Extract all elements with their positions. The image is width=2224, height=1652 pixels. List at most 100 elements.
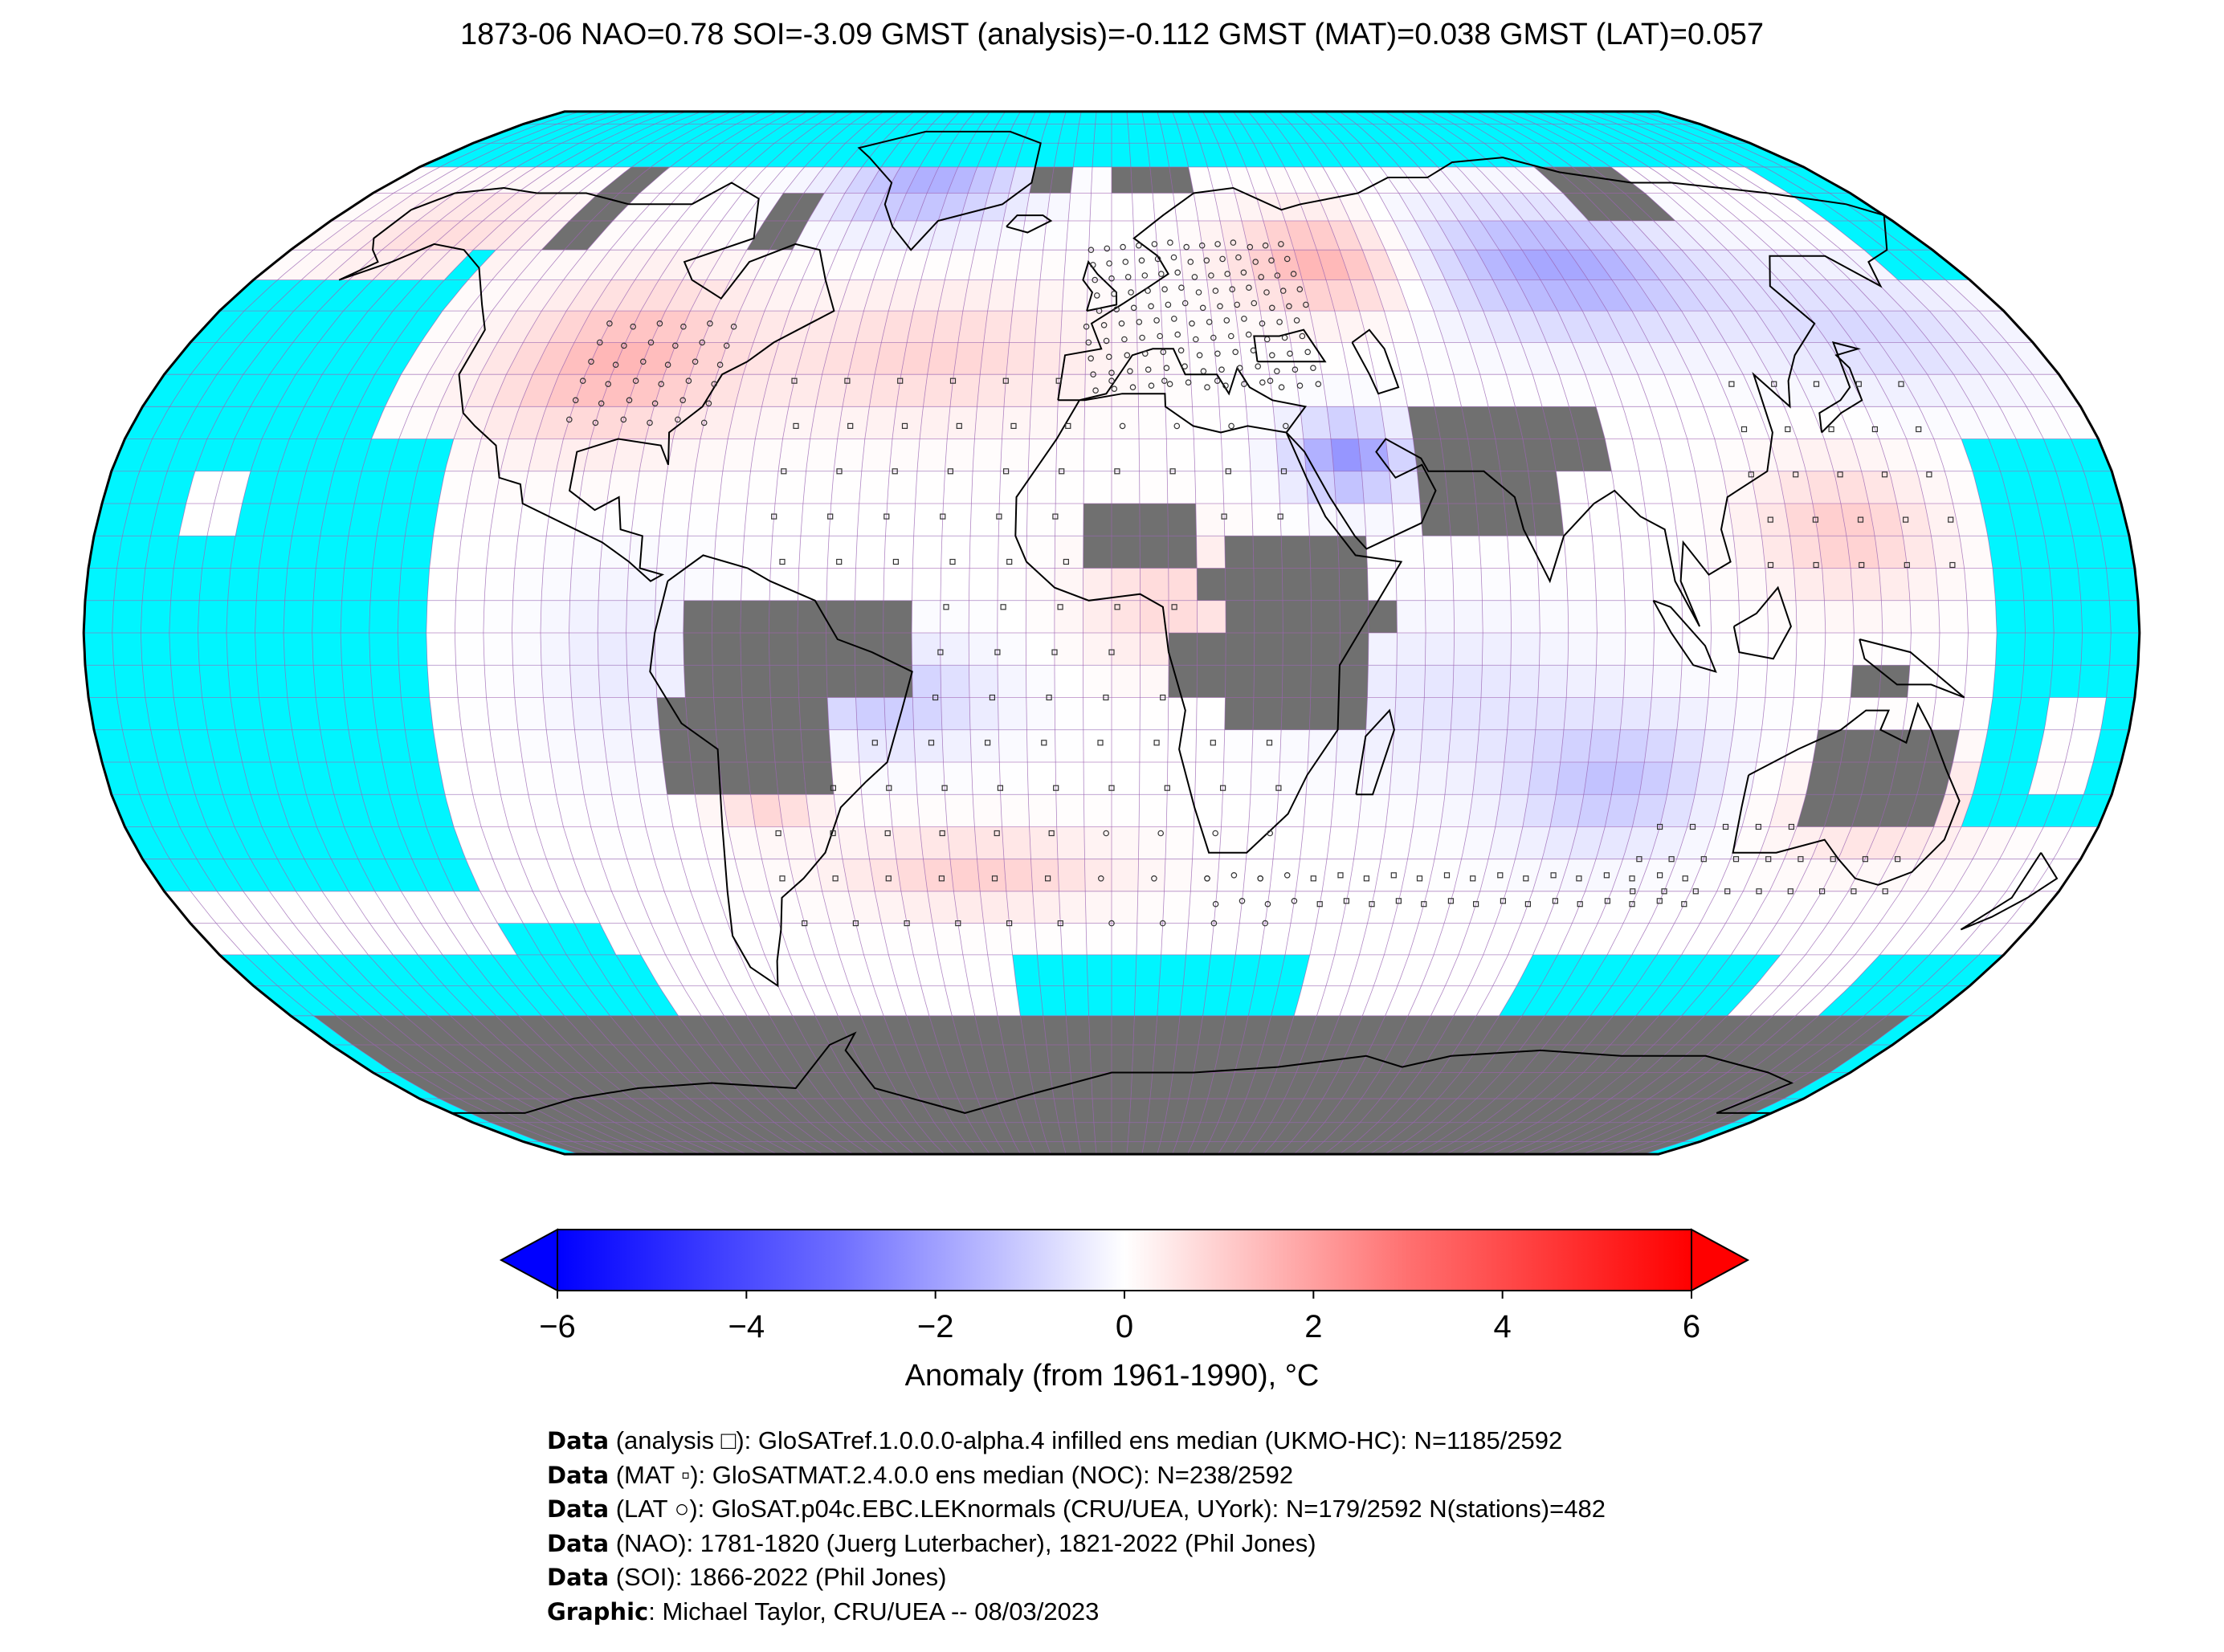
grid-cell	[1507, 536, 1538, 569]
lat-station-marker	[579, 377, 586, 385]
grid-cell	[677, 193, 722, 222]
grid-cell	[1165, 826, 1194, 859]
grid-cell	[1009, 166, 1035, 194]
lat-station-marker	[1118, 320, 1125, 327]
grid-cell	[1248, 1141, 1275, 1155]
grid-cell	[1853, 600, 1883, 633]
grid-cell	[444, 438, 482, 471]
lat-station-marker	[1251, 300, 1258, 307]
mat-obs-marker	[1219, 785, 1226, 791]
grid-cell	[1418, 166, 1461, 194]
mat-obs-marker	[1871, 426, 1878, 433]
grid-cell	[1584, 761, 1617, 795]
grid-cell	[606, 471, 639, 504]
grid-cell	[439, 374, 480, 407]
grid-cell	[1509, 665, 1540, 698]
credit-key: Data	[547, 1461, 610, 1489]
grid-cell	[685, 536, 716, 569]
lat-station-marker	[1139, 334, 1145, 341]
lat-station-marker	[1278, 384, 1285, 391]
new-zealand-coast	[1960, 852, 2059, 931]
lat-station-marker	[1291, 898, 1298, 904]
grid-cell	[186, 471, 223, 504]
grid-cell	[962, 954, 993, 986]
grid-cell	[762, 1072, 805, 1099]
grid-cell	[1248, 250, 1279, 280]
grid-cell	[769, 665, 799, 698]
grid-cell	[1552, 1141, 1602, 1155]
grid-cell	[1284, 311, 1316, 343]
mat-obs-marker	[956, 422, 962, 430]
grid-cell	[1573, 1099, 1631, 1123]
mat-obs-marker	[1657, 823, 1663, 830]
mat-obs-marker	[1057, 604, 1063, 610]
grid-cell	[810, 406, 843, 439]
grid-cell	[1324, 1122, 1361, 1142]
grid-cell	[543, 536, 575, 569]
grid-cell	[1418, 342, 1454, 375]
grid-cell	[1364, 504, 1394, 536]
grid-cell	[1086, 311, 1112, 343]
grid-cell	[712, 633, 741, 666]
grid-cell	[1422, 536, 1453, 569]
lat-station-marker	[1299, 332, 1306, 340]
grid-cell	[1132, 1044, 1156, 1073]
grid-cell	[1904, 923, 1957, 955]
grid-cell	[1834, 471, 1869, 504]
grid-cell	[1283, 600, 1312, 633]
grid-cell	[1622, 406, 1660, 439]
credit-line: Data (LAT ○): GloSAT.p04c.EBC.LEKnormals…	[547, 1492, 1606, 1527]
grid-cell	[1476, 1141, 1520, 1155]
grid-cell	[1532, 923, 1573, 955]
grid-cell	[676, 311, 716, 343]
grid-cell	[952, 1122, 981, 1142]
grid-cell	[450, 221, 504, 251]
grid-cell	[460, 193, 517, 222]
grid-cell	[1649, 891, 1691, 924]
grid-cell	[952, 221, 981, 251]
mat-obs-marker	[1421, 901, 1427, 908]
grid-cell	[1567, 221, 1614, 251]
grid-cell	[427, 221, 483, 251]
grid-cell	[888, 954, 921, 986]
grid-cell	[466, 471, 501, 504]
grid-cell	[1476, 1072, 1522, 1099]
grid-cell	[1480, 193, 1524, 222]
grid-cell	[1875, 536, 1908, 569]
grid-cell	[1978, 923, 2033, 955]
mat-obs-marker	[1006, 920, 1013, 927]
grid-cell	[1112, 1099, 1131, 1123]
grid-cell	[598, 600, 627, 633]
grid-cell	[373, 166, 439, 194]
grid-cell	[1522, 438, 1557, 471]
grid-cell	[883, 536, 914, 569]
grid-cell	[719, 761, 751, 795]
grid-cell	[700, 406, 735, 439]
grid-cell	[1903, 697, 1936, 730]
grid-cell	[313, 221, 374, 251]
grid-cell	[1149, 166, 1173, 194]
grid-cell	[885, 166, 920, 194]
grid-cell	[782, 826, 816, 859]
lat-station-marker	[1245, 331, 1252, 338]
australia-coast	[1732, 701, 1961, 886]
grid-cell	[655, 633, 684, 666]
japan-coast	[1818, 341, 1863, 434]
lat-station-marker	[1136, 242, 1142, 249]
grid-cell	[1316, 342, 1349, 375]
grid-cell	[512, 600, 541, 633]
grid-cell	[1879, 794, 1918, 827]
lat-station-marker	[1283, 255, 1291, 263]
grid-cell	[1626, 1099, 1688, 1123]
grid-cell	[912, 665, 941, 698]
grid-cell	[1222, 471, 1252, 504]
grid-cell	[1706, 193, 1763, 222]
lat-station-marker	[1303, 301, 1309, 308]
grid-cell	[473, 221, 526, 251]
grid-cell	[1906, 438, 1945, 471]
grid-cell	[1904, 342, 1954, 375]
grid-cell	[789, 954, 826, 986]
grid-cell	[482, 1044, 537, 1073]
grid-cell	[1393, 891, 1428, 924]
grid-cell	[1607, 311, 1650, 343]
